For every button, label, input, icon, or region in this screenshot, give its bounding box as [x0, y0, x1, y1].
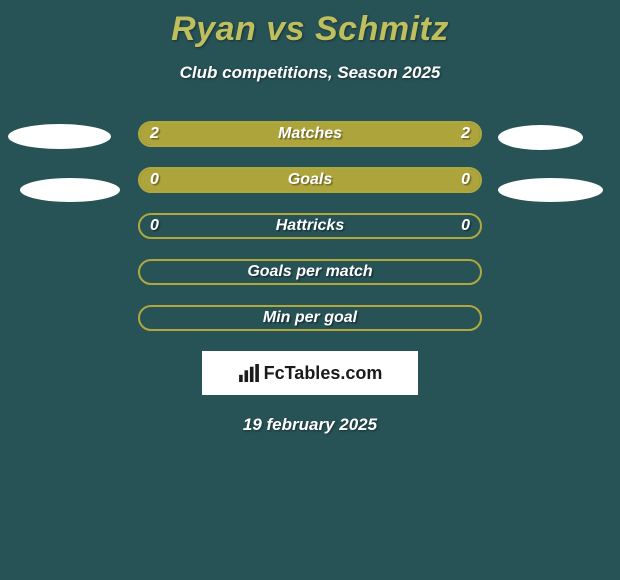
stat-value-left: 0 — [150, 167, 159, 193]
stat-row: Hattricks00 — [0, 213, 620, 239]
bars-icon — [238, 364, 260, 382]
stat-value-right: 0 — [461, 167, 470, 193]
stat-value-left: 2 — [150, 121, 159, 147]
stat-bar-container — [138, 213, 482, 239]
logo-box: FcTables.com — [202, 351, 418, 395]
stat-bar-container — [138, 121, 482, 147]
stat-bar-container — [138, 305, 482, 331]
stat-row: Goals per match — [0, 259, 620, 285]
stat-row: Goals00 — [0, 167, 620, 193]
stat-value-right: 0 — [461, 213, 470, 239]
stats-rows: Matches22Goals00Hattricks00Goals per mat… — [0, 121, 620, 331]
stat-value-right: 2 — [461, 121, 470, 147]
stat-bar-container — [138, 259, 482, 285]
comparison-subtitle: Club competitions, Season 2025 — [0, 63, 620, 83]
comparison-date: 19 february 2025 — [0, 415, 620, 435]
logo: FcTables.com — [238, 363, 383, 384]
stat-value-left: 0 — [150, 213, 159, 239]
stat-row: Min per goal — [0, 305, 620, 331]
stat-row: Matches22 — [0, 121, 620, 147]
logo-text: FcTables.com — [264, 363, 383, 384]
stat-bar-left — [140, 123, 310, 145]
stat-bar-right — [310, 123, 480, 145]
stat-bar-right — [310, 169, 480, 191]
stat-bar-container — [138, 167, 482, 193]
stat-bar-left — [140, 169, 310, 191]
comparison-title: Ryan vs Schmitz — [0, 0, 620, 49]
